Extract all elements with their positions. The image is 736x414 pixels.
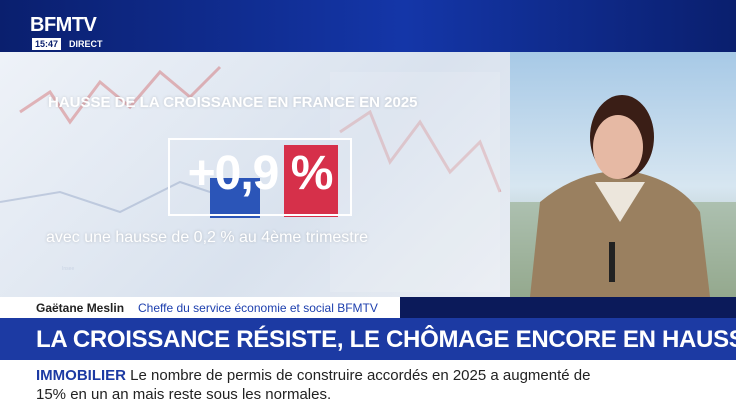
speaker-role: Cheffe du service économie et social BFM… [138,301,378,315]
ticker-label: IMMOBILIER [36,367,126,384]
ticker-text: Le nombre de permis de construire accord… [36,367,591,403]
live-badge: DIRECT [69,39,103,49]
top-bar [0,0,736,52]
key-figure: +0,9 % [187,147,334,200]
graphic-title: HAUSSE DE LA CROISSANCE EN FRANCE EN 202… [48,94,418,111]
source: Insee [62,266,75,272]
presenter [510,95,736,297]
headline: LA CROISSANCE RÉSISTE, LE CHÔMAGE ENCORE… [36,326,736,353]
graphic-panel [0,52,510,297]
speaker-name: Gaëtane Meslin [36,301,125,315]
ticker-bar [0,360,736,414]
ticker: IMMOBILIER Le nombre de permis de constr… [36,366,596,404]
flag-block-red [284,145,338,217]
name-strip [0,297,400,318]
clock: 15:47 [32,38,62,50]
logo: BFMTV 15:47 DIRECT [30,14,106,50]
channel-name: BFMTV [30,14,97,36]
presenter-video [510,52,736,297]
flag-block-blue [210,178,260,218]
graphic-subtitle: avec une hausse de 0,2 % au 4ème trimest… [46,229,368,246]
background-chart-art [0,65,502,292]
figure-frame [168,138,352,216]
headline-bar [0,318,736,360]
